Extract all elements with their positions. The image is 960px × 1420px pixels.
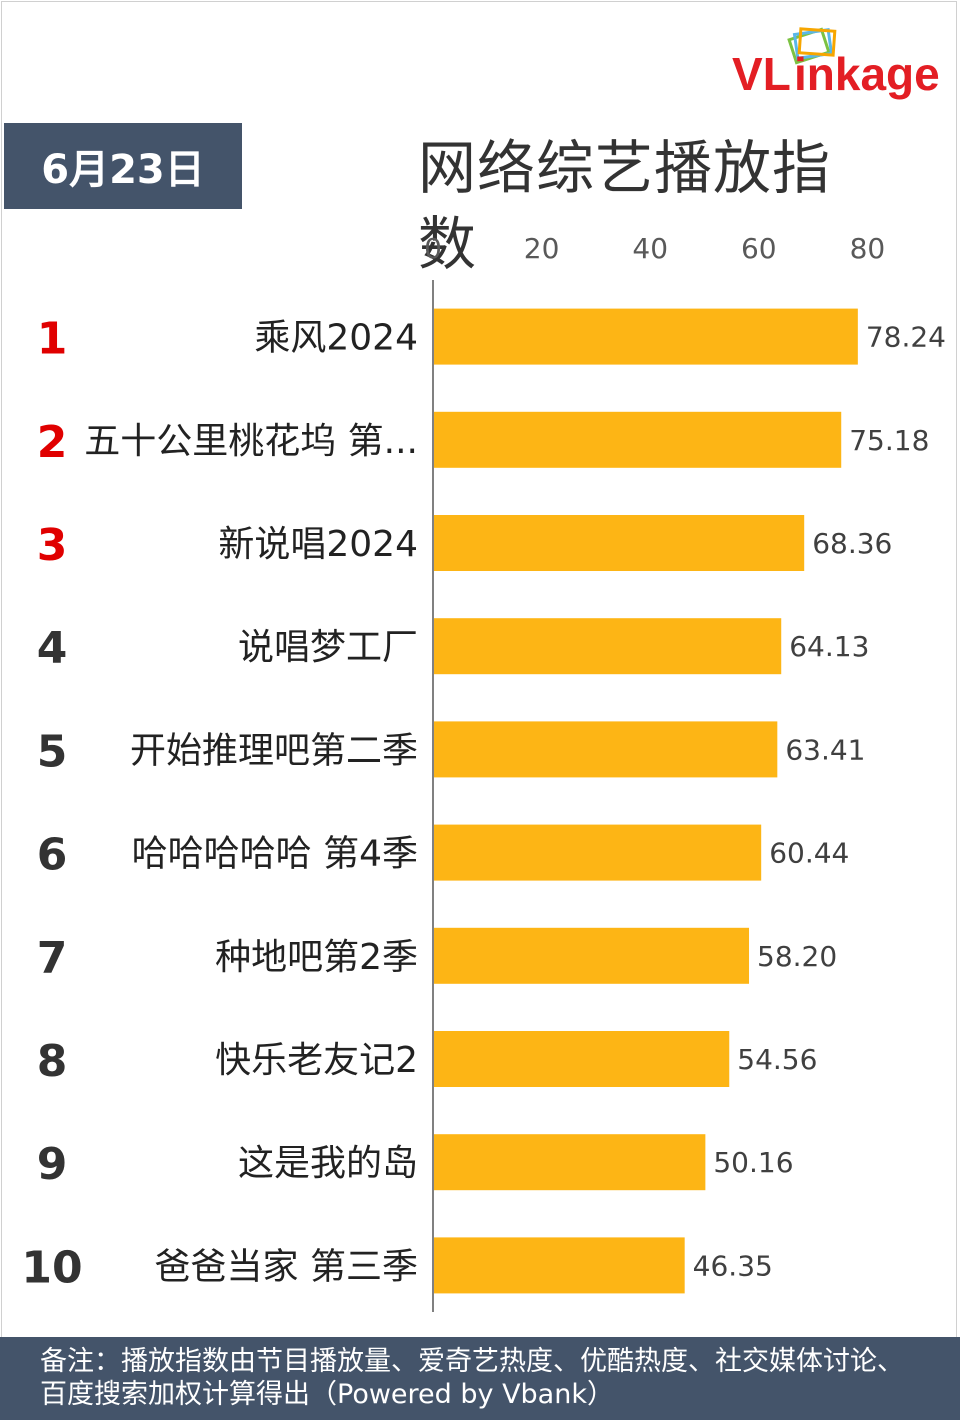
category-label: 新说唱2024 [218, 524, 418, 565]
category-label: 哈哈哈哈哈 第4季 [132, 834, 418, 875]
category-label: 乘风2024 [254, 318, 418, 359]
bar [433, 824, 762, 881]
category-label: 种地吧第2季 [215, 937, 418, 978]
logo-cards-icon [787, 27, 837, 65]
value-label: 64.13 [789, 630, 869, 663]
bar [433, 411, 842, 468]
bar [433, 1031, 730, 1087]
rank-number: 9 [37, 1139, 68, 1190]
value-label: 50.16 [713, 1146, 793, 1179]
date-badge: 6月23日 [4, 123, 242, 209]
category-label: 说唱梦工厂 [238, 627, 418, 668]
bar [433, 927, 750, 984]
value-label: 58.20 [757, 940, 837, 973]
x-tick-label: 60 [741, 232, 777, 265]
logo-text-vl: VL [732, 48, 791, 100]
category-label: 这是我的岛 [238, 1143, 418, 1184]
value-label: 46.35 [693, 1249, 773, 1282]
rank-number: 1 [37, 314, 68, 365]
value-label: 68.36 [812, 527, 892, 560]
category-label: 开始推理吧第二季 [130, 730, 418, 771]
rank-number: 6 [37, 830, 68, 881]
rank-number: 2 [37, 417, 68, 468]
rank-number: 8 [37, 1036, 68, 1087]
category-label: 快乐老友记2 [215, 1040, 418, 1081]
x-tick-label: 80 [850, 232, 886, 265]
footer-note: 备注：播放指数由节目播放量、爱奇艺热度、优酷热度、社交媒体讨论、百度搜索加权计算… [0, 1337, 960, 1420]
rank-number: 10 [21, 1242, 82, 1293]
rank-number: 5 [37, 726, 68, 777]
bar [433, 1134, 706, 1191]
value-label: 75.18 [849, 424, 929, 457]
value-label: 54.56 [737, 1043, 817, 1076]
bar-chart: 0 20 40 60 80 78.24 乘风2024 1 75.18 五十公里桃花坞 第... 2 6… [21, 232, 946, 1312]
x-tick-label: 20 [524, 232, 560, 265]
rank-number: 4 [37, 623, 68, 674]
rank-number: 3 [37, 520, 68, 571]
logo-text-rest: inkage [794, 48, 940, 100]
bar [433, 308, 858, 365]
bar [433, 721, 778, 778]
bar [433, 1237, 685, 1294]
category-label: 五十公里桃花坞 第... [84, 421, 418, 462]
chart-title: 网络综艺播放指数 [418, 134, 832, 278]
logo-graphic: VL inkage [732, 27, 940, 100]
value-label: 78.24 [866, 321, 946, 354]
category-label: 爸爸当家 第三季 [155, 1246, 418, 1287]
value-label: 63.41 [785, 733, 865, 766]
bar [433, 515, 805, 571]
rank-number: 7 [37, 933, 68, 984]
x-tick-label: 40 [632, 232, 668, 265]
x-tick-label: 0 [424, 232, 442, 265]
value-label: 60.44 [769, 837, 849, 870]
vlinkage-logo: VL inkage [730, 20, 956, 106]
bar [433, 618, 782, 675]
